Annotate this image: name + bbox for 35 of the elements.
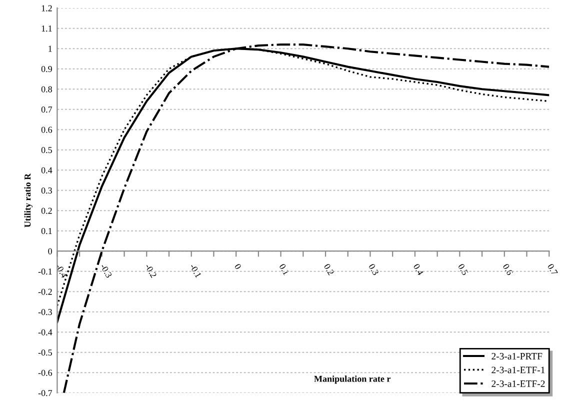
x-tick-label: 0.6: [502, 263, 514, 276]
x-axis-title: Manipulation rate r: [314, 376, 391, 384]
y-tick-label: -0.5: [38, 349, 52, 356]
y-axis-title: Utility ratio R: [24, 173, 32, 228]
y-tick-label: 0.2: [41, 208, 52, 214]
y-tick-label: 0.6: [41, 126, 52, 133]
x-tick-label: 0: [234, 263, 242, 270]
x-tick-label: 0.4: [413, 263, 424, 276]
y-tick-label: -0.6: [38, 370, 52, 376]
y-tick-label: 1: [48, 46, 52, 52]
x-tick-label: -0.1: [190, 263, 202, 278]
y-tick-label: -0.7: [38, 390, 52, 396]
y-tick-label: 0.7: [41, 106, 52, 113]
y-tick-label: 1.2: [42, 5, 52, 12]
y-tick-label: -0.3: [38, 308, 52, 316]
x-tick-label: 0.2: [324, 263, 334, 276]
y-tick-label: 0.3: [41, 187, 52, 194]
x-tick-label: 0.7: [547, 263, 558, 276]
y-tick-label: 0: [48, 248, 52, 254]
x-tick-label: -0.3: [100, 263, 112, 278]
y-tick-label: 0.5: [41, 146, 52, 154]
x-tick-label: 0.3: [368, 263, 380, 276]
y-tick-label: 0.4: [41, 167, 52, 174]
x-tick-label: 0.5: [458, 263, 468, 276]
x-tick-label: -0.2: [144, 263, 157, 278]
legend-label: 2-3-a1-PRTF: [492, 352, 542, 360]
legend-label: 2-3-a1-ETF-2: [492, 380, 545, 387]
legend-label: 2-3-a1-ETF-1: [492, 366, 545, 374]
y-tick-label: 0.1: [41, 228, 52, 234]
y-tick-label: 0.9: [41, 66, 52, 72]
y-tick-label: 0.8: [41, 86, 52, 92]
y-tick-label: -0.2: [38, 288, 52, 295]
x-tick-label: 0.1: [278, 263, 290, 276]
y-tick-label: -0.4: [38, 329, 52, 336]
y-tick-label: 1.1: [42, 26, 52, 32]
